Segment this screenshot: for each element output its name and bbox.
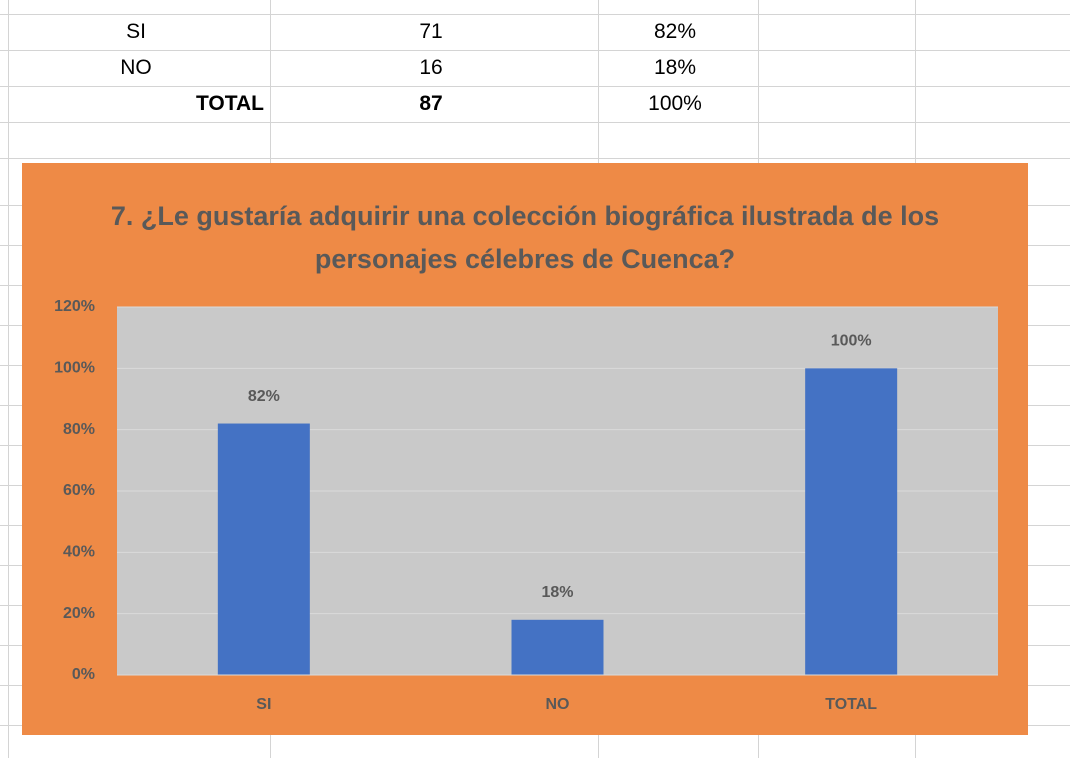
chart: 0% 20% 40% 60% 80% 100% 120% SI 82% NO 18% TOTAL 100… — [22, 163, 1028, 735]
table-cell: SI — [126, 20, 146, 43]
x-tick-label: TOTAL — [825, 696, 877, 713]
y-tick-label: 80% — [63, 421, 95, 438]
y-tick-label: 0% — [72, 666, 95, 683]
chart-title: 7. ¿Le gustaría adquirir una colección b… — [110, 201, 940, 274]
data-label: 100% — [831, 333, 872, 350]
y-tick-label: 60% — [63, 482, 95, 499]
table-cell: TOTAL — [195, 92, 264, 115]
x-tick-label: NO — [546, 696, 570, 713]
y-tick-label: 120% — [54, 298, 95, 315]
bar — [511, 619, 604, 675]
table-cell: 18% — [653, 56, 697, 79]
table-cell: 87 — [419, 92, 443, 115]
bar — [805, 368, 898, 675]
data-label: 82% — [248, 388, 280, 405]
row-line — [0, 122, 1070, 123]
x-tick-label: SI — [256, 696, 271, 713]
y-tick-label: 100% — [54, 360, 95, 377]
table-cell: NO — [120, 56, 152, 79]
bar — [217, 423, 310, 675]
row-line — [0, 14, 1070, 15]
row-line — [0, 158, 1070, 159]
table-cell: 71 — [419, 20, 443, 43]
table-cell: 16 — [419, 56, 443, 79]
row-line — [0, 86, 1070, 87]
table-cell: 82% — [653, 20, 697, 43]
y-tick-label: 20% — [63, 605, 95, 622]
y-tick-label: 40% — [63, 544, 95, 561]
table-cell: 100% — [648, 92, 702, 115]
data-label: 18% — [541, 584, 573, 601]
chart-svg: 0% 20% 40% 60% 80% 100% 120% SI 82% NO 18% TOTAL 100… — [54, 298, 998, 713]
row-line — [0, 50, 1070, 51]
column-line — [8, 0, 9, 758]
